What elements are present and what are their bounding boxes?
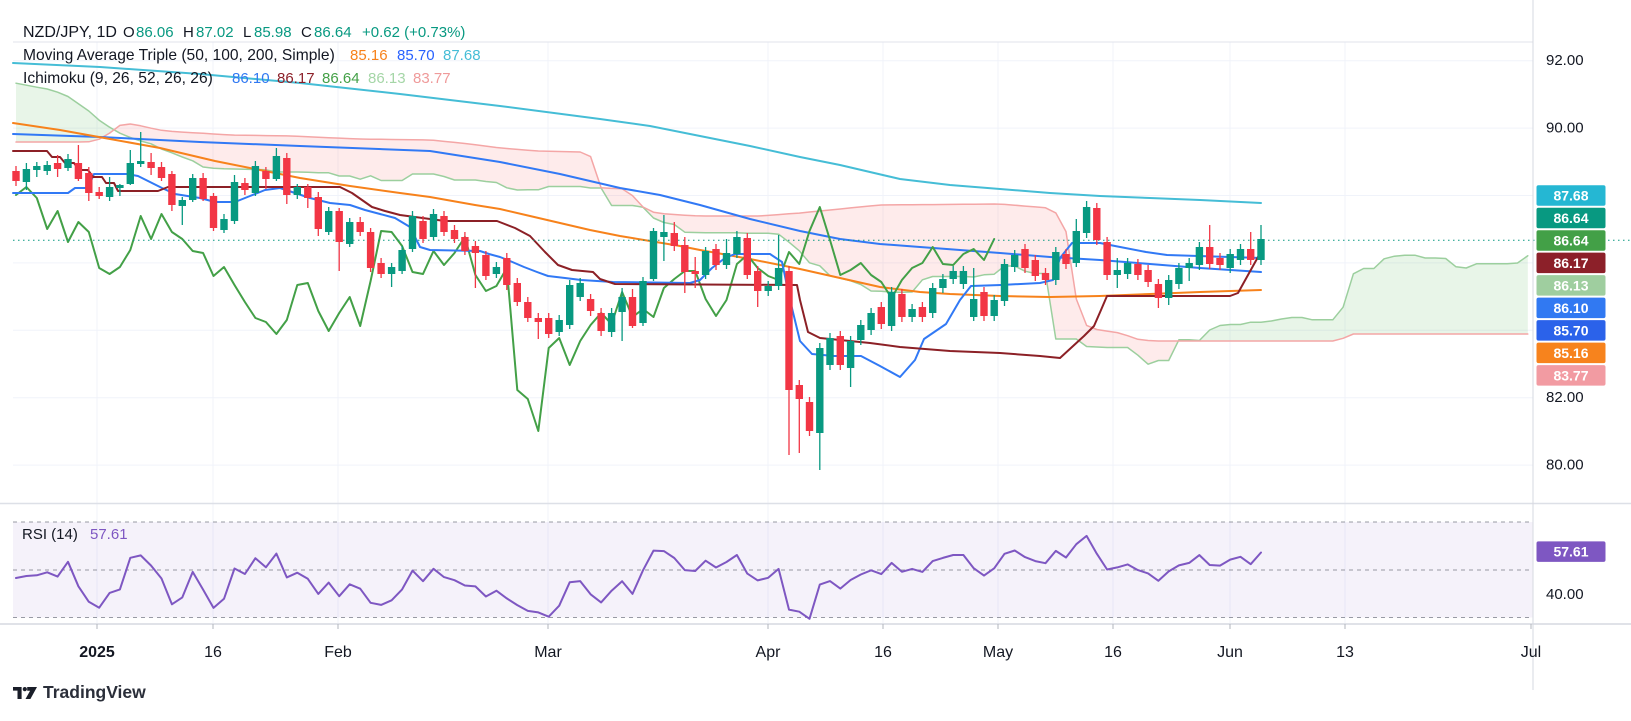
svg-text:RSI (14): RSI (14) bbox=[22, 526, 78, 543]
svg-text:85.16: 85.16 bbox=[350, 47, 388, 64]
svg-text:NZD/JPY, 1D: NZD/JPY, 1D bbox=[23, 24, 117, 41]
svg-text:57.61: 57.61 bbox=[1553, 544, 1588, 560]
svg-text:16: 16 bbox=[1104, 644, 1122, 661]
svg-text:Apr: Apr bbox=[756, 644, 782, 661]
svg-text:16: 16 bbox=[874, 644, 892, 661]
svg-text:86.64: 86.64 bbox=[1553, 232, 1588, 248]
svg-text:Moving Average Triple (50, 100: Moving Average Triple (50, 100, 200, Sim… bbox=[23, 47, 335, 64]
svg-text:83.77: 83.77 bbox=[413, 70, 451, 87]
svg-text:Jul: Jul bbox=[1521, 644, 1541, 661]
svg-text:86.10: 86.10 bbox=[1553, 300, 1588, 316]
svg-text:86.64: 86.64 bbox=[314, 24, 352, 41]
svg-text:2025: 2025 bbox=[79, 644, 115, 661]
svg-text:87.02: 87.02 bbox=[196, 24, 234, 41]
svg-text:Feb: Feb bbox=[324, 644, 352, 661]
svg-text:Ichimoku (9, 26, 52, 26, 26): Ichimoku (9, 26, 52, 26, 26) bbox=[23, 70, 213, 87]
svg-text:82.00: 82.00 bbox=[1546, 389, 1584, 406]
svg-text:85.16: 85.16 bbox=[1553, 345, 1588, 361]
svg-text:86.17: 86.17 bbox=[1553, 255, 1588, 271]
svg-text:90.00: 90.00 bbox=[1546, 119, 1584, 136]
svg-text:86.64: 86.64 bbox=[1553, 210, 1588, 226]
svg-text:85.70: 85.70 bbox=[1553, 322, 1588, 338]
svg-text:13: 13 bbox=[1336, 644, 1354, 661]
svg-text:16: 16 bbox=[204, 644, 222, 661]
svg-text:83.77: 83.77 bbox=[1553, 367, 1588, 383]
svg-text:40.00: 40.00 bbox=[1546, 586, 1584, 603]
svg-text:L: L bbox=[243, 24, 251, 41]
svg-text:May: May bbox=[983, 644, 1013, 661]
svg-text:TradingView: TradingView bbox=[43, 682, 146, 702]
svg-text:Mar: Mar bbox=[534, 644, 562, 661]
svg-text:87.68: 87.68 bbox=[1553, 187, 1588, 203]
svg-text:85.70: 85.70 bbox=[397, 47, 435, 64]
svg-text:H: H bbox=[183, 24, 194, 41]
svg-text:O: O bbox=[123, 24, 135, 41]
svg-text:57.61: 57.61 bbox=[90, 526, 128, 543]
svg-text:85.98: 85.98 bbox=[254, 24, 292, 41]
svg-text:86.06: 86.06 bbox=[136, 24, 174, 41]
svg-text:Jun: Jun bbox=[1217, 644, 1243, 661]
svg-text:92.00: 92.00 bbox=[1546, 52, 1584, 69]
svg-text:87.68: 87.68 bbox=[443, 47, 481, 64]
svg-text:86.10: 86.10 bbox=[232, 70, 270, 87]
svg-text:86.13: 86.13 bbox=[1553, 277, 1588, 293]
svg-text:+0.62 (+0.73%): +0.62 (+0.73%) bbox=[362, 24, 465, 41]
svg-text:86.17: 86.17 bbox=[277, 70, 315, 87]
svg-text:86.13: 86.13 bbox=[368, 70, 406, 87]
svg-text:80.00: 80.00 bbox=[1546, 456, 1584, 473]
svg-text:86.64: 86.64 bbox=[322, 70, 360, 87]
svg-text:C: C bbox=[301, 24, 312, 41]
